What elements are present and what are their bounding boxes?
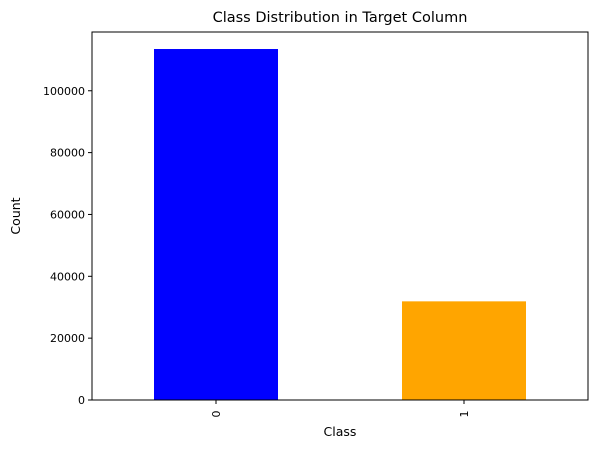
bars [154, 49, 526, 400]
x-tick-label: 1 [458, 411, 471, 418]
chart-title: Class Distribution in Target Column [213, 10, 468, 26]
y-axis-ticks: 0 20000 40000 60000 80000 100000 [43, 85, 92, 407]
y-tick-label: 0 [78, 394, 85, 407]
y-tick-label: 20000 [50, 332, 85, 345]
y-axis-label: Count [8, 197, 23, 234]
y-tick-label: 60000 [50, 208, 85, 221]
y-tick-label: 40000 [50, 270, 85, 283]
x-axis-label: Class [324, 424, 357, 439]
y-tick-label: 100000 [43, 85, 85, 98]
bar-class-0 [154, 49, 278, 400]
plot-frame [91, 31, 589, 401]
bar-class-1 [402, 301, 526, 400]
y-tick-label: 80000 [50, 147, 85, 160]
x-tick-label: 0 [210, 411, 223, 418]
